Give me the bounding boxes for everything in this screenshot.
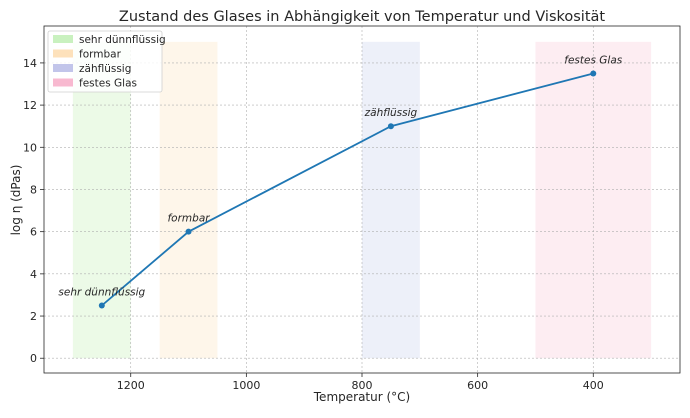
y-tick-label: 4 xyxy=(30,268,37,281)
x-tick-label: 400 xyxy=(583,379,604,392)
region-band xyxy=(362,41,420,359)
legend-swatch xyxy=(53,49,73,58)
y-tick-label: 14 xyxy=(23,57,37,70)
region-band xyxy=(159,41,218,359)
x-tick-label: 1200 xyxy=(117,379,145,392)
legend: sehr dünnflüssig formbar zähflüssig festes … xyxy=(47,30,166,93)
legend-swatch xyxy=(53,78,73,87)
legend-label: formbar xyxy=(79,49,122,61)
legend-box xyxy=(47,30,163,93)
legend-label: zähflüssig xyxy=(79,63,131,75)
x-tick-label: 800 xyxy=(352,379,373,392)
x-tick-label: 1000 xyxy=(232,379,260,392)
data-point xyxy=(185,228,192,235)
data-point xyxy=(387,123,394,130)
y-tick-label: 12 xyxy=(23,99,37,112)
annotation-label: formbar xyxy=(167,213,210,225)
annotation-label: zähflüssig xyxy=(364,107,418,119)
legend-swatch xyxy=(53,35,73,43)
legend-label: sehr dünnflüssig xyxy=(79,34,166,46)
x-tick-label: 600 xyxy=(467,379,488,392)
legend-label: festes Glas xyxy=(79,78,137,90)
legend-swatch xyxy=(53,64,73,72)
annotation-label: sehr dünnflüssig xyxy=(58,286,145,298)
y-axis-label: log η (dPas) xyxy=(9,165,23,236)
y-tick-label: 2 xyxy=(30,310,37,323)
annotation-label: festes Glas xyxy=(564,54,623,66)
y-tick-label: 10 xyxy=(23,141,37,154)
y-tick-label: 6 xyxy=(30,226,37,239)
data-point xyxy=(590,70,597,77)
x-axis-label: Temperatur (°C) xyxy=(313,390,410,404)
chart-title: Zustand des Glases in Abhängigkeit von T… xyxy=(119,9,605,25)
data-point xyxy=(98,302,105,309)
series-line xyxy=(101,72,594,307)
y-tick-label: 0 xyxy=(30,352,37,365)
y-tick-label: 8 xyxy=(30,183,37,196)
